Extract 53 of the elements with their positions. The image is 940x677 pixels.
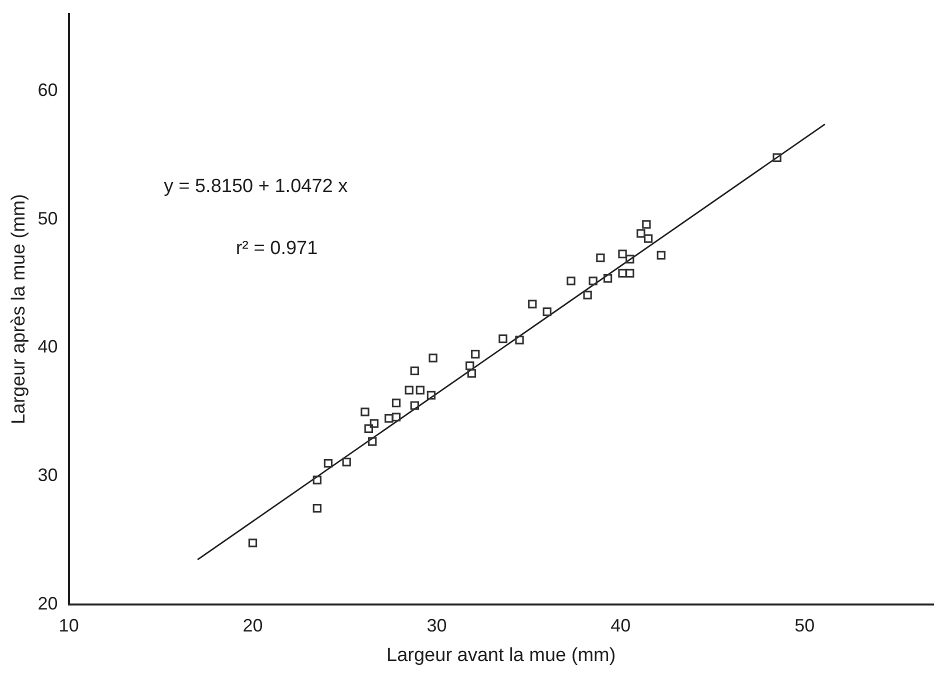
- point: [410, 366, 419, 376]
- point: [392, 412, 401, 422]
- y-tick-label: 30: [38, 465, 58, 486]
- point: [410, 401, 419, 410]
- point: [312, 504, 322, 513]
- y-tick-label: 60: [38, 80, 58, 100]
- x-tick-label: 50: [794, 615, 815, 636]
- point: [467, 369, 476, 378]
- y-tick-label: 20: [38, 594, 58, 614]
- point: [626, 254, 634, 264]
- point: [642, 220, 651, 229]
- point: [772, 153, 782, 162]
- y-axis-title: Largeur après la mue (mm): [8, 194, 30, 424]
- point: [498, 334, 508, 344]
- point: [392, 398, 401, 408]
- point: [324, 458, 333, 468]
- point: [384, 414, 394, 423]
- point: [618, 250, 627, 258]
- point: [542, 307, 552, 316]
- point: [360, 408, 370, 416]
- annotation: y = 5.8150 + 1.0472 x: [164, 176, 348, 198]
- x-axis-title: Largeur avant la mue (mm): [386, 644, 616, 666]
- x-tick-label: 10: [58, 615, 79, 636]
- point: [603, 274, 612, 283]
- x-tick-label: 40: [610, 615, 631, 636]
- point: [370, 419, 379, 428]
- point: [656, 250, 666, 260]
- point: [466, 361, 474, 370]
- point: [528, 300, 537, 308]
- point: [515, 336, 524, 344]
- y-tick-label: 40: [38, 336, 58, 357]
- point: [364, 424, 373, 433]
- point: [471, 350, 480, 358]
- point: [626, 268, 634, 278]
- point: [636, 229, 646, 238]
- point: [342, 458, 351, 466]
- point: [312, 476, 322, 484]
- point: [428, 354, 438, 362]
- x-tick-label: 20: [242, 615, 263, 636]
- y-tick-label: 50: [38, 208, 58, 228]
- x-tick-label: 30: [426, 615, 447, 636]
- point: [618, 268, 627, 278]
- point: [416, 386, 425, 394]
- annotation: r² = 0.971: [236, 238, 318, 260]
- point: [248, 538, 258, 548]
- point: [596, 253, 605, 262]
- point: [644, 234, 653, 243]
- point: [368, 437, 377, 446]
- point: [426, 390, 436, 400]
- point: [566, 276, 576, 286]
- point: [588, 276, 598, 286]
- point: [404, 386, 414, 394]
- point: [583, 290, 592, 300]
